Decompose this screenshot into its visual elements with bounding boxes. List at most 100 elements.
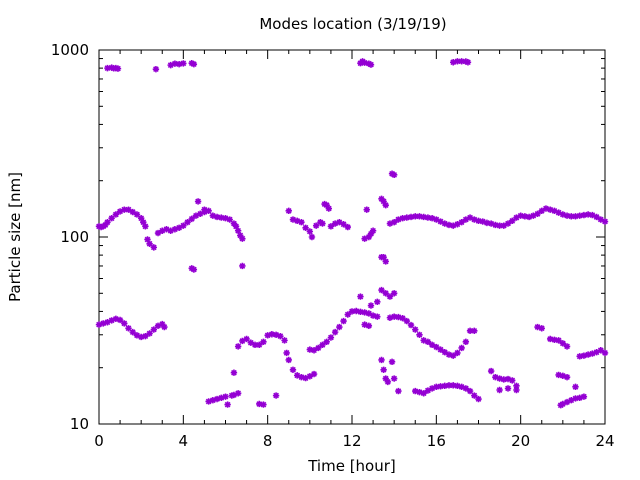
data-point	[412, 213, 419, 220]
data-point	[546, 335, 554, 343]
data-point	[239, 262, 246, 270]
data-point	[382, 201, 389, 209]
data-point	[530, 212, 537, 219]
data-point	[395, 313, 402, 321]
data-point	[325, 205, 333, 212]
data-point	[395, 216, 402, 223]
data-point	[563, 398, 571, 406]
data-point	[572, 395, 579, 402]
data-point	[462, 338, 470, 346]
data-point	[386, 220, 394, 227]
data-point	[247, 339, 254, 346]
data-point	[201, 206, 208, 213]
data-point	[454, 349, 461, 357]
data-point	[593, 349, 600, 356]
data-point	[593, 213, 600, 221]
data-point	[365, 310, 373, 317]
data-point	[142, 332, 149, 340]
data-point	[163, 226, 170, 233]
data-point	[382, 258, 389, 265]
data-point	[144, 236, 151, 243]
data-point	[232, 223, 240, 230]
data-point	[95, 321, 103, 328]
data-point	[509, 217, 516, 225]
data-point	[428, 341, 436, 349]
data-point	[445, 382, 453, 389]
data-point	[563, 343, 571, 350]
data-point	[521, 213, 529, 220]
data-point	[357, 293, 364, 300]
x-tick-label: 16	[427, 432, 446, 450]
data-point	[424, 214, 432, 221]
data-point	[374, 313, 381, 320]
data-point	[234, 343, 242, 350]
data-point	[382, 375, 389, 382]
x-tick-label: 8	[263, 432, 273, 450]
data-point	[367, 61, 375, 68]
data-point	[331, 220, 339, 227]
chart-title: Modes location (3/19/19)	[259, 15, 446, 33]
data-point	[462, 216, 470, 223]
data-point	[104, 218, 111, 226]
data-point	[534, 323, 541, 331]
data-point	[382, 290, 389, 297]
scatter-series	[95, 58, 609, 409]
data-point	[475, 395, 482, 403]
data-point	[466, 214, 474, 221]
data-point	[121, 320, 128, 327]
data-point	[190, 266, 198, 273]
data-point	[458, 344, 465, 352]
data-point	[154, 229, 162, 237]
data-point	[437, 346, 444, 353]
data-point	[525, 213, 533, 221]
data-point	[584, 351, 592, 358]
data-point	[454, 382, 461, 390]
data-point	[154, 322, 162, 330]
data-point	[538, 325, 545, 332]
axis-tick-labels: 0 4 8 12 16 20 24 10 100 1000	[51, 41, 615, 450]
data-point	[496, 375, 503, 382]
data-point	[479, 218, 486, 225]
data-point	[458, 58, 465, 65]
data-point	[390, 313, 398, 320]
data-point	[407, 321, 415, 329]
data-point	[601, 218, 609, 225]
data-point	[237, 232, 244, 239]
data-point	[504, 385, 512, 392]
data-point	[559, 340, 567, 347]
data-point	[384, 378, 392, 386]
data-point	[433, 216, 440, 223]
data-point	[116, 208, 124, 215]
data-point	[471, 216, 478, 223]
data-point	[302, 374, 309, 382]
data-point	[500, 376, 507, 383]
data-point	[580, 211, 588, 219]
data-point	[378, 195, 385, 203]
data-point	[378, 253, 385, 261]
data-point	[213, 395, 221, 403]
data-point	[390, 218, 398, 226]
data-point	[167, 61, 174, 69]
data-point	[114, 65, 122, 72]
data-point	[492, 373, 499, 381]
x-tick-label: 20	[511, 432, 530, 450]
data-point	[534, 210, 541, 218]
data-point	[281, 337, 288, 344]
data-point	[458, 383, 465, 391]
y-tick-label: 10	[70, 415, 89, 433]
data-point	[367, 302, 375, 309]
data-point	[378, 356, 385, 364]
data-point	[116, 316, 124, 324]
data-point	[125, 325, 132, 332]
data-point	[226, 216, 233, 223]
x-tick-label: 4	[179, 432, 189, 450]
data-point	[239, 235, 246, 242]
data-point	[466, 327, 474, 335]
data-point	[365, 233, 373, 241]
data-point	[563, 373, 571, 381]
data-point	[340, 317, 347, 325]
data-point	[102, 221, 109, 229]
data-point	[509, 377, 516, 384]
x-axis-title: Time [hour]	[307, 457, 396, 475]
